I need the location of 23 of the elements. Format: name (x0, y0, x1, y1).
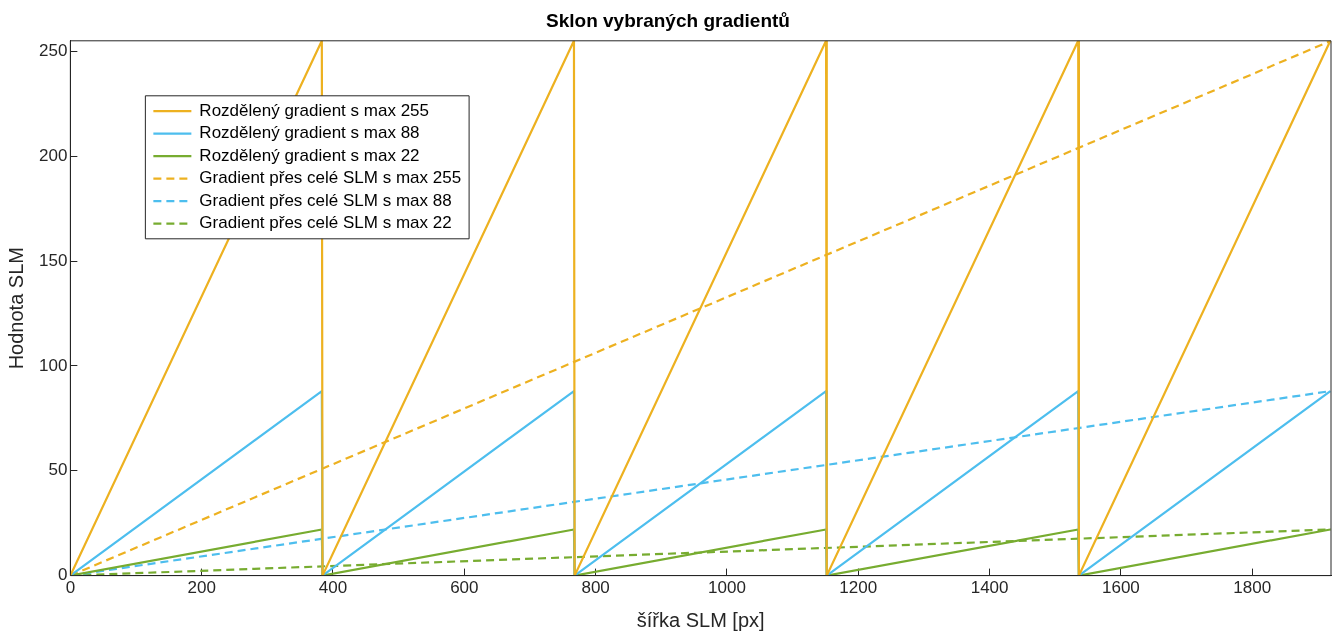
x-tick-label: 600 (450, 578, 479, 598)
legend-label: Gradient přes celé SLM s max 22 (199, 213, 452, 233)
y-tick-label: 50 (48, 460, 68, 480)
x-tick-label: 400 (318, 578, 348, 598)
x-tick-label: 1600 (1101, 578, 1140, 598)
x-tick-label: 1400 (970, 578, 1009, 598)
chart-title: Sklon vybraných gradientů (546, 9, 790, 31)
x-tick-label: 1200 (839, 578, 878, 598)
legend-label: Gradient přes celé SLM s max 88 (199, 190, 452, 210)
y-tick-label: 100 (38, 355, 68, 375)
x-tick-label: 200 (187, 578, 216, 598)
x-axis-title: šířka SLM [px] (636, 608, 765, 631)
y-axis-title: Hodnota SLM (4, 247, 27, 370)
legend-label: Rozdělený gradient s max 22 (199, 145, 420, 165)
legend-label: Rozdělený gradient s max 88 (199, 123, 420, 143)
legend-label: Gradient přes celé SLM s max 255 (199, 168, 462, 188)
legend-label: Rozdělený gradient s max 255 (199, 100, 429, 120)
x-tick-label: 1000 (708, 578, 746, 598)
y-tick-label: 150 (38, 250, 68, 270)
x-tick-label: 1800 (1233, 578, 1272, 598)
x-tick-label: 800 (581, 578, 610, 598)
y-tick-label: 250 (38, 40, 68, 60)
y-tick-label: 200 (38, 145, 68, 165)
